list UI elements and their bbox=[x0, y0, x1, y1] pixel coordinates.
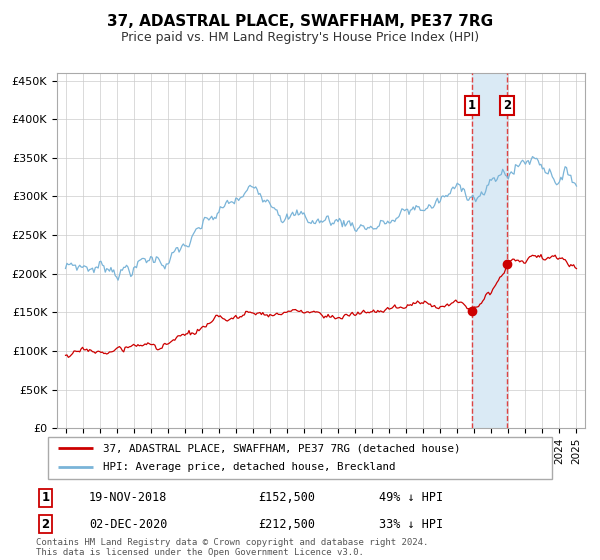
Text: 33% ↓ HPI: 33% ↓ HPI bbox=[379, 517, 443, 531]
Text: 19-NOV-2018: 19-NOV-2018 bbox=[89, 491, 167, 505]
Text: £152,500: £152,500 bbox=[258, 491, 315, 505]
Text: 37, ADASTRAL PLACE, SWAFFHAM, PE37 7RG (detached house): 37, ADASTRAL PLACE, SWAFFHAM, PE37 7RG (… bbox=[103, 443, 461, 453]
Text: 2: 2 bbox=[503, 99, 511, 112]
Text: 02-DEC-2020: 02-DEC-2020 bbox=[89, 517, 167, 531]
Text: 1: 1 bbox=[468, 99, 476, 112]
Text: £212,500: £212,500 bbox=[258, 517, 315, 531]
Text: 1: 1 bbox=[41, 491, 50, 505]
Text: 2: 2 bbox=[41, 517, 50, 531]
Text: 37, ADASTRAL PLACE, SWAFFHAM, PE37 7RG: 37, ADASTRAL PLACE, SWAFFHAM, PE37 7RG bbox=[107, 14, 493, 29]
Text: HPI: Average price, detached house, Breckland: HPI: Average price, detached house, Brec… bbox=[103, 463, 396, 473]
FancyBboxPatch shape bbox=[48, 437, 552, 479]
Text: Price paid vs. HM Land Registry's House Price Index (HPI): Price paid vs. HM Land Registry's House … bbox=[121, 31, 479, 44]
Bar bbox=[472, 73, 507, 428]
Text: Contains HM Land Registry data © Crown copyright and database right 2024.
This d: Contains HM Land Registry data © Crown c… bbox=[36, 538, 428, 557]
Text: 49% ↓ HPI: 49% ↓ HPI bbox=[379, 491, 443, 505]
